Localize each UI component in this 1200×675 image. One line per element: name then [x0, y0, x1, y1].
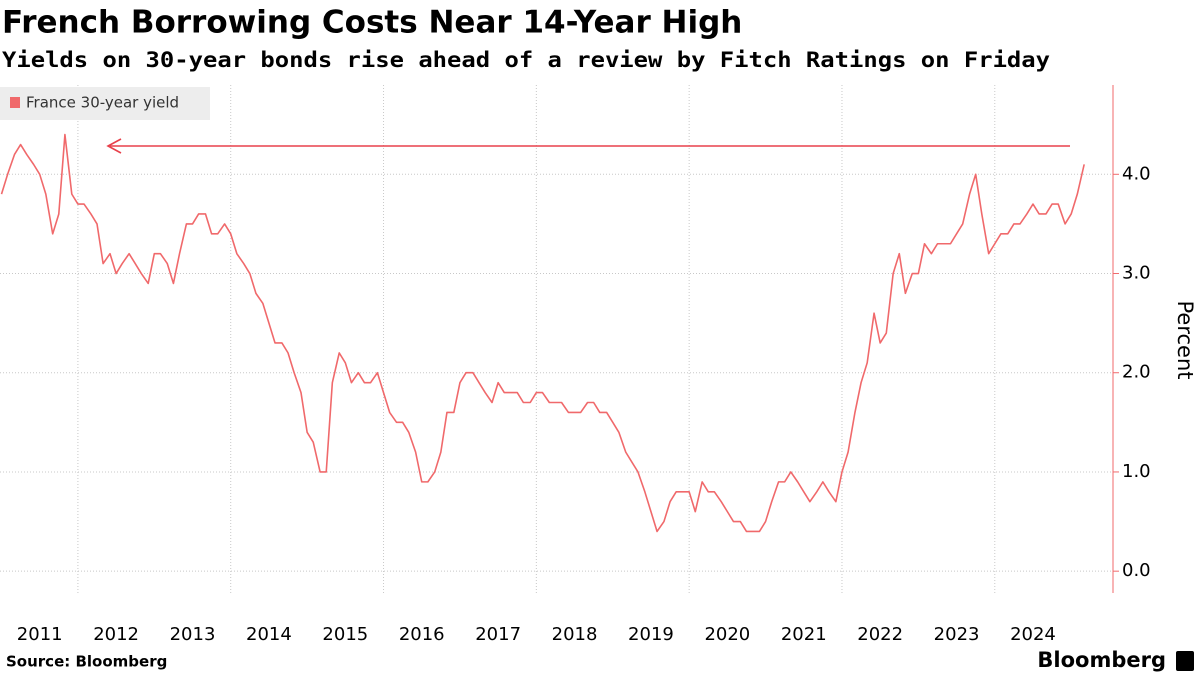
- x-tick-label: 2015: [322, 624, 368, 645]
- x-tick-label: 2022: [857, 624, 903, 645]
- x-tick-label: 2019: [628, 624, 674, 645]
- brand: Bloomberg: [1037, 648, 1166, 672]
- chart-title: French Borrowing Costs Near 14-Year High: [2, 5, 742, 41]
- x-tick-label: 2014: [246, 624, 292, 645]
- legend-box: [0, 87, 210, 120]
- x-tick-label: 2021: [781, 624, 827, 645]
- x-tick-label: 2023: [934, 624, 980, 645]
- chart-subtitle: Yields on 30-year bonds rise ahead of a …: [2, 48, 1050, 72]
- x-tick-label: 2020: [704, 624, 750, 645]
- legend-label: France 30-year yield: [26, 94, 179, 112]
- arrow-head: [106, 138, 122, 154]
- x-tick-label: 2024: [1010, 624, 1056, 645]
- y-tick-label: 4.0: [1122, 163, 1151, 184]
- y-axis-label: Percent: [1173, 300, 1197, 379]
- x-tick-label: 2013: [170, 624, 216, 645]
- y-tick-label: 2.0: [1122, 362, 1151, 383]
- x-tick-label: 2017: [475, 624, 521, 645]
- x-tick-label: 2016: [399, 624, 445, 645]
- x-tick-label: 2012: [93, 624, 139, 645]
- y-tick-label: 0.0: [1122, 560, 1151, 581]
- y-tick-label: 3.0: [1122, 263, 1151, 284]
- source: Source: Bloomberg: [6, 653, 167, 671]
- legend-swatch: [10, 97, 20, 108]
- brand-icon: [1176, 651, 1194, 671]
- y-tick-label: 1.0: [1122, 461, 1151, 482]
- x-tick-label: 2011: [17, 624, 63, 645]
- x-tick-label: 2018: [552, 624, 598, 645]
- series-line: [0, 133, 1085, 533]
